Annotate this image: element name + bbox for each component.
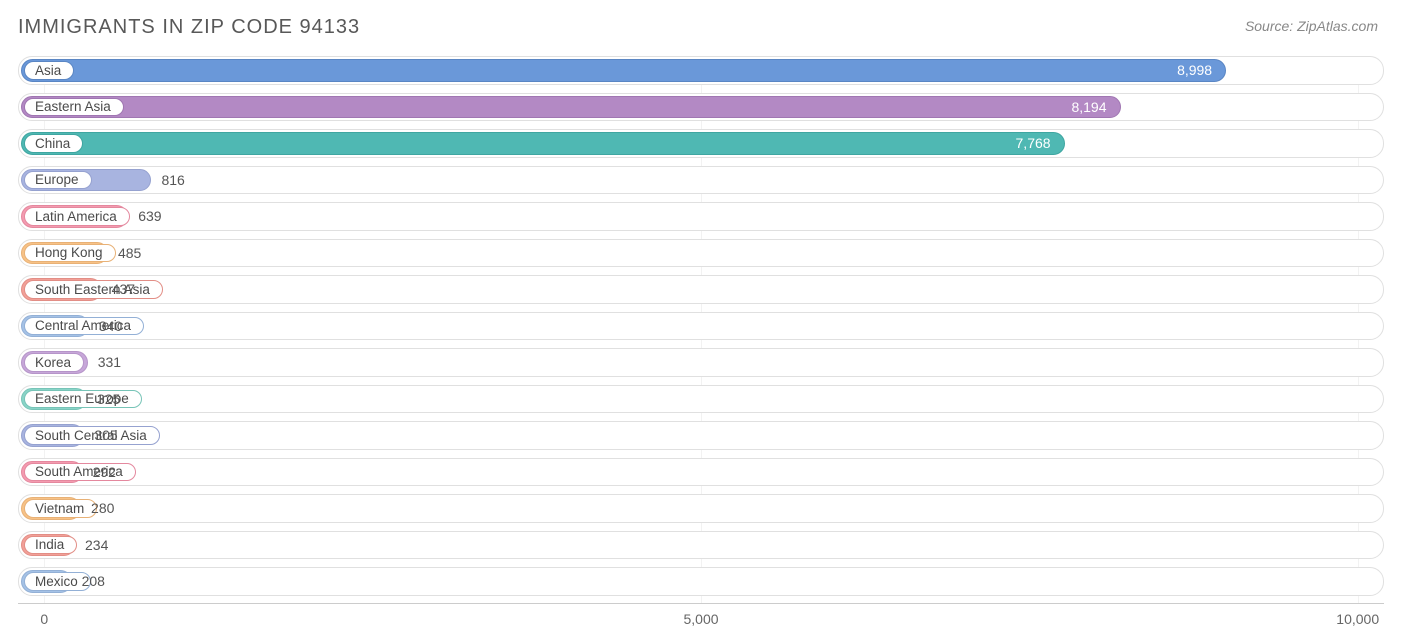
bar-row: Hong Kong485 — [18, 239, 1384, 268]
bar-label: Hong Kong — [24, 244, 116, 263]
bar-value: 437 — [102, 275, 135, 304]
bar-value: 485 — [108, 239, 141, 268]
bar-value: 331 — [88, 348, 121, 377]
bar-row: South Central Asia305 — [18, 421, 1384, 450]
bar-row: South America292 — [18, 458, 1384, 487]
bar-track — [18, 166, 1384, 195]
x-axis-tick: 10,000 — [1336, 611, 1379, 627]
x-axis-line — [18, 603, 1384, 604]
chart-source: Source: ZipAtlas.com — [1245, 18, 1378, 34]
bar-value: 292 — [83, 458, 116, 487]
bar-track — [18, 275, 1384, 304]
chart-container: IMMIGRANTS IN ZIP CODE 94133 Source: Zip… — [0, 0, 1406, 643]
bar-track — [18, 567, 1384, 596]
bar-value: 280 — [81, 494, 114, 523]
bar-label: Central America — [24, 317, 144, 336]
chart-title: IMMIGRANTS IN ZIP CODE 94133 — [18, 16, 360, 39]
x-axis: 0 5,000 10,000 — [18, 603, 1384, 643]
bar-value: 208 — [72, 567, 105, 596]
bar-track — [18, 531, 1384, 560]
bar-row: Vietnam280 — [18, 494, 1384, 523]
bar-row: South Eastern Asia437 — [18, 275, 1384, 304]
bar-row: Eastern Europe325 — [18, 385, 1384, 414]
bar-value: 639 — [128, 202, 161, 231]
bar-label: Eastern Europe — [24, 390, 142, 409]
bar-value: 8,998 — [18, 56, 1226, 85]
bar-row: Eastern Asia8,194 — [18, 93, 1384, 122]
bar-track — [18, 385, 1384, 414]
bar-row: Central America340 — [18, 312, 1384, 341]
bar-value: 340 — [89, 312, 122, 341]
plot-area: Asia8,998 Eastern Asia8,194 China7,768 Euro… — [18, 56, 1384, 603]
bar-label: Korea — [24, 353, 84, 372]
bar-row: Korea331 — [18, 348, 1384, 377]
bar-label: India — [24, 536, 77, 555]
bar-label: South Eastern Asia — [24, 280, 163, 299]
bar-label: Latin America — [24, 207, 130, 226]
bar-row: Latin America639 — [18, 202, 1384, 231]
bar-value: 8,194 — [18, 93, 1121, 122]
bar-row: China7,768 — [18, 129, 1384, 158]
bar-track — [18, 494, 1384, 523]
bar-row: Europe 816 — [18, 166, 1384, 195]
x-axis-tick: 5,000 — [683, 611, 718, 627]
bar-row: Mexico208 — [18, 567, 1384, 596]
bar-value: 816 — [151, 166, 184, 195]
bar-row: India234 — [18, 531, 1384, 560]
bar-track — [18, 421, 1384, 450]
x-axis-tick: 0 — [40, 611, 48, 627]
bar-track — [18, 312, 1384, 341]
bar-value: 234 — [75, 531, 108, 560]
bar-row: Asia8,998 — [18, 56, 1384, 85]
bar-track — [18, 458, 1384, 487]
bar-value: 305 — [84, 421, 117, 450]
bar-track — [18, 348, 1384, 377]
bar-label: Europe — [24, 171, 92, 190]
bar-track — [18, 239, 1384, 268]
bar-track — [18, 202, 1384, 231]
bar-label: South America — [24, 463, 136, 482]
bar-value: 325 — [87, 385, 120, 414]
bar-value: 7,768 — [18, 129, 1065, 158]
